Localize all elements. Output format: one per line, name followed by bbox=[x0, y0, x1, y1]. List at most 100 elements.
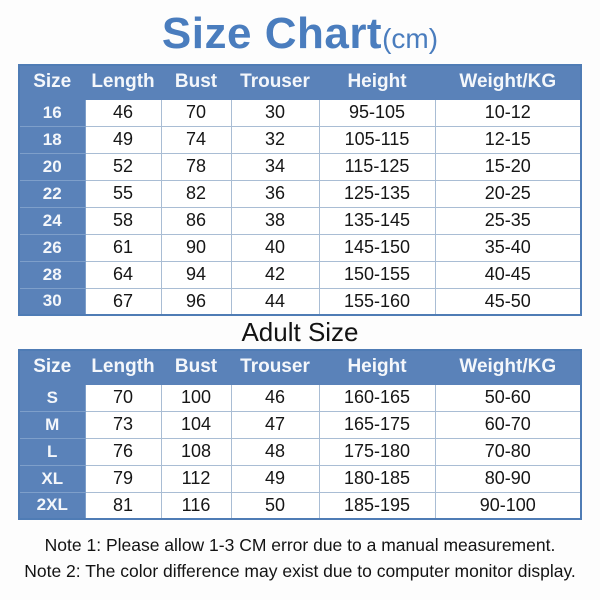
adult-table-header-row: Size Length Bust Trouser Height Weight/KG bbox=[18, 349, 582, 385]
value-cell: 60-70 bbox=[434, 410, 582, 439]
value-cell: 10-12 bbox=[434, 98, 582, 127]
value-cell: 52 bbox=[84, 152, 162, 181]
size-label-cell: 18 bbox=[18, 125, 86, 154]
size-label-cell: 30 bbox=[18, 287, 86, 316]
value-cell: 44 bbox=[230, 287, 320, 316]
value-cell: 50 bbox=[230, 491, 320, 520]
table-row: L 76 108 48 175-180 70-80 bbox=[18, 437, 582, 466]
value-cell: 42 bbox=[230, 260, 320, 289]
value-cell: 58 bbox=[84, 206, 162, 235]
table-row: S 70 100 46 160-165 50-60 bbox=[18, 383, 582, 412]
value-cell: 70 bbox=[84, 383, 162, 412]
value-cell: 50-60 bbox=[434, 383, 582, 412]
value-cell: 135-145 bbox=[318, 206, 436, 235]
table-row: XL 79 112 49 180-185 80-90 bbox=[18, 464, 582, 493]
value-cell: 100 bbox=[160, 383, 232, 412]
page-title: Size Chart(cm) bbox=[0, 0, 600, 64]
size-label-cell: S bbox=[18, 383, 86, 412]
size-label-cell: 16 bbox=[18, 98, 86, 127]
size-label-cell: 22 bbox=[18, 179, 86, 208]
value-cell: 74 bbox=[160, 125, 232, 154]
value-cell: 175-180 bbox=[318, 437, 436, 466]
table-row: 16 46 70 30 95-105 10-12 bbox=[18, 98, 582, 127]
column-header: Weight/KG bbox=[434, 349, 582, 385]
value-cell: 73 bbox=[84, 410, 162, 439]
value-cell: 36 bbox=[230, 179, 320, 208]
size-label-cell: 28 bbox=[18, 260, 86, 289]
table-row: 30 67 96 44 155-160 45-50 bbox=[18, 287, 582, 316]
value-cell: 96 bbox=[160, 287, 232, 316]
note-2: Note 2: The color difference may exist d… bbox=[24, 561, 576, 581]
value-cell: 160-165 bbox=[318, 383, 436, 412]
adult-size-table: Size Length Bust Trouser Height Weight/KG S 70… bbox=[18, 349, 582, 520]
value-cell: 165-175 bbox=[318, 410, 436, 439]
value-cell: 34 bbox=[230, 152, 320, 181]
value-cell: 35-40 bbox=[434, 233, 582, 262]
value-cell: 55 bbox=[84, 179, 162, 208]
table-row: M 73 104 47 165-175 60-70 bbox=[18, 410, 582, 439]
adult-size-heading: Adult Size bbox=[241, 317, 359, 347]
size-label-cell: 20 bbox=[18, 152, 86, 181]
value-cell: 49 bbox=[230, 464, 320, 493]
size-label-cell: XL bbox=[18, 464, 86, 493]
value-cell: 20-25 bbox=[434, 179, 582, 208]
value-cell: 45-50 bbox=[434, 287, 582, 316]
value-cell: 64 bbox=[84, 260, 162, 289]
value-cell: 150-155 bbox=[318, 260, 436, 289]
value-cell: 49 bbox=[84, 125, 162, 154]
value-cell: 108 bbox=[160, 437, 232, 466]
value-cell: 46 bbox=[230, 383, 320, 412]
table-row: 20 52 78 34 115-125 15-20 bbox=[18, 152, 582, 181]
column-header: Size bbox=[18, 64, 86, 100]
size-label-cell: M bbox=[18, 410, 86, 439]
table-row: 24 58 86 38 135-145 25-35 bbox=[18, 206, 582, 235]
value-cell: 12-15 bbox=[434, 125, 582, 154]
column-header: Trouser bbox=[230, 349, 320, 385]
value-cell: 104 bbox=[160, 410, 232, 439]
value-cell: 61 bbox=[84, 233, 162, 262]
youth-table-header-row: Size Length Bust Trouser Height Weight/KG bbox=[18, 64, 582, 100]
note-1: Note 1: Please allow 1-3 CM error due to… bbox=[44, 535, 556, 555]
column-header: Height bbox=[318, 64, 436, 100]
column-header: Bust bbox=[160, 64, 232, 100]
value-cell: 32 bbox=[230, 125, 320, 154]
value-cell: 80-90 bbox=[434, 464, 582, 493]
youth-size-table: Size Length Bust Trouser Height Weight/KG 16 4… bbox=[18, 64, 582, 316]
value-cell: 155-160 bbox=[318, 287, 436, 316]
column-header: Bust bbox=[160, 349, 232, 385]
notes: Note 1: Please allow 1-3 CM error due to… bbox=[0, 532, 600, 584]
value-cell: 115-125 bbox=[318, 152, 436, 181]
value-cell: 112 bbox=[160, 464, 232, 493]
table-row: 22 55 82 36 125-135 20-25 bbox=[18, 179, 582, 208]
value-cell: 70-80 bbox=[434, 437, 582, 466]
value-cell: 76 bbox=[84, 437, 162, 466]
table-row: 26 61 90 40 145-150 35-40 bbox=[18, 233, 582, 262]
value-cell: 38 bbox=[230, 206, 320, 235]
value-cell: 90 bbox=[160, 233, 232, 262]
value-cell: 79 bbox=[84, 464, 162, 493]
value-cell: 48 bbox=[230, 437, 320, 466]
page-title-text: Size Chart bbox=[161, 9, 383, 58]
column-header: Length bbox=[84, 64, 162, 100]
value-cell: 86 bbox=[160, 206, 232, 235]
value-cell: 116 bbox=[160, 491, 232, 520]
size-label-cell: L bbox=[18, 437, 86, 466]
value-cell: 82 bbox=[160, 179, 232, 208]
value-cell: 40-45 bbox=[434, 260, 582, 289]
value-cell: 15-20 bbox=[434, 152, 582, 181]
size-label-cell: 24 bbox=[18, 206, 86, 235]
column-header: Size bbox=[18, 349, 86, 385]
adult-table-body: S 70 100 46 160-165 50-60 M 73 104 47 165-175 60-70… bbox=[18, 383, 582, 520]
value-cell: 78 bbox=[160, 152, 232, 181]
column-header: Height bbox=[318, 349, 436, 385]
value-cell: 67 bbox=[84, 287, 162, 316]
value-cell: 30 bbox=[230, 98, 320, 127]
value-cell: 185-195 bbox=[318, 491, 436, 520]
value-cell: 180-185 bbox=[318, 464, 436, 493]
page-title-unit: (cm) bbox=[382, 23, 439, 54]
value-cell: 46 bbox=[84, 98, 162, 127]
value-cell: 95-105 bbox=[318, 98, 436, 127]
size-label-cell: 2XL bbox=[18, 491, 86, 520]
column-header: Length bbox=[84, 349, 162, 385]
